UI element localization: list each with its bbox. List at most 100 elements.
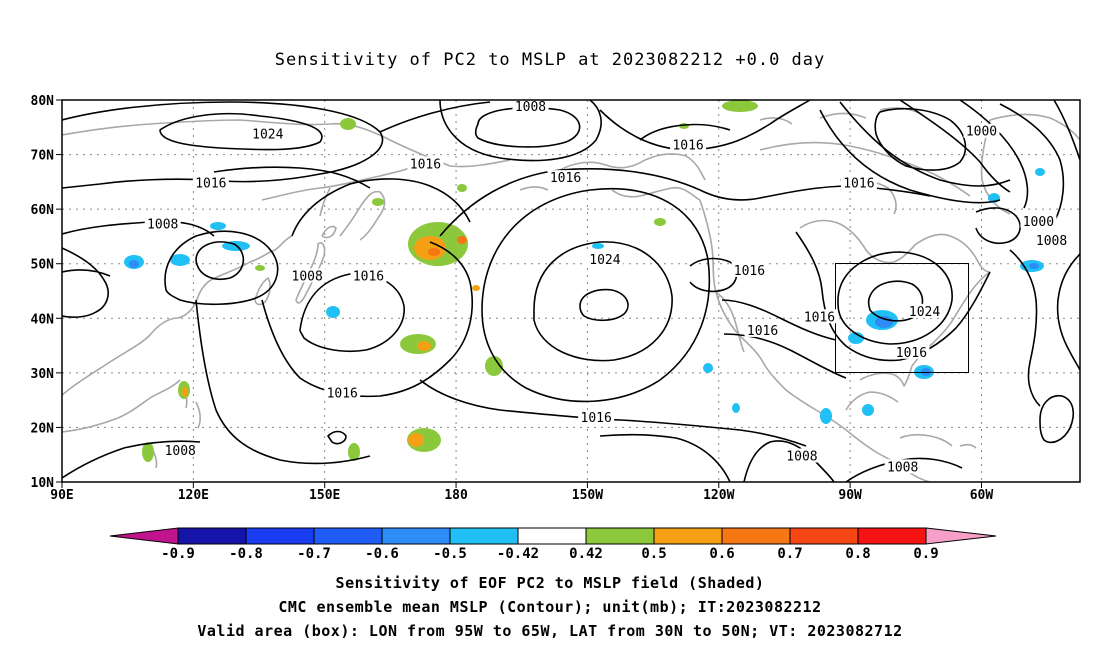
contour-label-bg	[670, 137, 707, 152]
colorbar-labels: -0.9 -0.8 -0.7 -0.6 -0.5 -0.42 0.42 0.5 0.6 0.7 0.…	[161, 546, 939, 562]
contour-label-bg	[1033, 232, 1070, 247]
colorbar-label: 0.9	[913, 546, 938, 562]
contour-label: 1008	[147, 218, 178, 233]
contour-label: 1016	[843, 177, 874, 192]
caption-contour: CMC ensemble mean MSLP (Contour); unit(m…	[278, 598, 822, 616]
contour-label-bg	[144, 216, 181, 231]
lon-label: 120W	[703, 488, 734, 503]
lon-label: 90E	[50, 488, 73, 503]
contour-label: 1008	[1036, 234, 1067, 249]
contour-label: 1008	[165, 444, 196, 459]
contour-label-bg	[840, 175, 877, 190]
contour-label: 1008	[887, 460, 918, 475]
colorbar-swatch	[721, 527, 791, 545]
contour-label: 1008	[515, 100, 546, 115]
contour-label-bg	[1020, 213, 1057, 228]
contour-label-bg	[586, 251, 623, 266]
gridlines	[62, 100, 1080, 482]
coastlines	[62, 107, 1080, 482]
colorbar-label: 0.42	[569, 546, 603, 562]
contour-label-bg	[731, 262, 768, 277]
plot-frame	[61, 99, 1081, 483]
colorbar	[109, 527, 997, 545]
contour-label-bg	[512, 100, 549, 114]
contour-label: 1016	[195, 177, 226, 192]
colorbar-label: 0.6	[709, 546, 734, 562]
contour-label-bg	[578, 410, 615, 425]
colorbar-label: -0.9	[161, 546, 195, 562]
contour-label: 1016	[581, 411, 612, 426]
lat-label: 80N	[31, 94, 55, 109]
lat-label: 40N	[31, 312, 55, 327]
contour-label-bg	[350, 268, 387, 283]
colorbar-label: 0.5	[641, 546, 666, 562]
contour-label: 1016	[896, 346, 927, 361]
contour-label-bg	[324, 385, 361, 400]
colorbar-label: -0.5	[433, 546, 467, 562]
contour-label-bg	[192, 175, 229, 190]
colorbar-swatch	[245, 527, 315, 545]
contour-label: 1024	[909, 305, 940, 320]
lat-label: 60N	[31, 203, 55, 218]
contour-label: 1016	[327, 387, 358, 402]
lon-label: 150W	[572, 488, 603, 503]
sensitivity-shading	[124, 100, 1045, 462]
contour-label: 1000	[966, 125, 997, 140]
colorbar-high-arrow	[925, 527, 997, 545]
colorbar-label: -0.6	[365, 546, 399, 562]
colorbar-swatch	[653, 527, 723, 545]
contour-label: 1016	[747, 324, 778, 339]
contour-label-bg	[783, 448, 820, 463]
colorbar-swatch	[313, 527, 383, 545]
contour-label-bg	[893, 344, 930, 359]
colorbar-label: -0.42	[497, 546, 539, 562]
contour-label-bg	[801, 309, 838, 324]
lat-label: 20N	[31, 421, 55, 436]
colorbar-label: 0.7	[777, 546, 802, 562]
contour-label-bg	[249, 126, 286, 141]
lat-label: 10N	[31, 476, 55, 491]
contour-label: 1016	[734, 264, 765, 279]
contour-label-bg	[963, 123, 1000, 138]
contour-label: 1016	[410, 157, 441, 172]
lon-label: 180	[444, 488, 468, 503]
lat-label: 70N	[31, 149, 55, 164]
colorbar-swatch	[449, 527, 519, 545]
contour-label: 1016	[804, 310, 835, 325]
lon-label: 120E	[178, 488, 209, 503]
lon-label: 150E	[309, 488, 340, 503]
lat-axis-labels: 80N 70N 60N 50N 40N 30N 20N 10N	[31, 94, 55, 491]
colorbar-label: -0.7	[297, 546, 331, 562]
colorbar-low-arrow	[109, 527, 179, 545]
contour-label-bg	[744, 322, 781, 337]
colorbar-swatch	[381, 527, 451, 545]
colorbar-swatch	[789, 527, 859, 545]
colorbar-swatch	[177, 527, 247, 545]
contour-label: 1000	[1023, 215, 1054, 230]
lon-label: 60W	[970, 488, 994, 503]
mslp-contours	[62, 100, 1080, 482]
contour-label: 1016	[672, 138, 703, 153]
lat-label: 50N	[31, 258, 55, 273]
axis-ticks	[56, 99, 982, 488]
colorbar-swatch	[517, 527, 587, 545]
contour-label: 1024	[252, 127, 283, 142]
contour-label-bg	[884, 459, 921, 474]
contour-label: 1008	[292, 269, 323, 284]
lat-label: 30N	[31, 367, 55, 382]
contour-label-bg	[407, 156, 444, 171]
lon-axis-labels: 90E 120E 150E 180 150W 120W 90W 60W	[50, 488, 993, 503]
contour-label: 1016	[353, 269, 384, 284]
contour-labels: 1008 1024 1016 1016 1000 1016 1016 1016 1008 1000…	[144, 100, 1070, 475]
colorbar-label: 0.8	[845, 546, 870, 562]
colorbar-label: -0.8	[229, 546, 263, 562]
contour-label-bg	[162, 442, 199, 457]
contour-label-bg	[906, 303, 943, 318]
colorbar-swatch	[585, 527, 655, 545]
contour-label: 1024	[589, 253, 620, 268]
map-title: Sensitivity of PC2 to MSLP at 2023082212…	[274, 50, 826, 70]
colorbar-swatch	[857, 527, 927, 545]
contour-label: 1016	[550, 171, 581, 186]
contour-label-bg	[547, 170, 584, 185]
